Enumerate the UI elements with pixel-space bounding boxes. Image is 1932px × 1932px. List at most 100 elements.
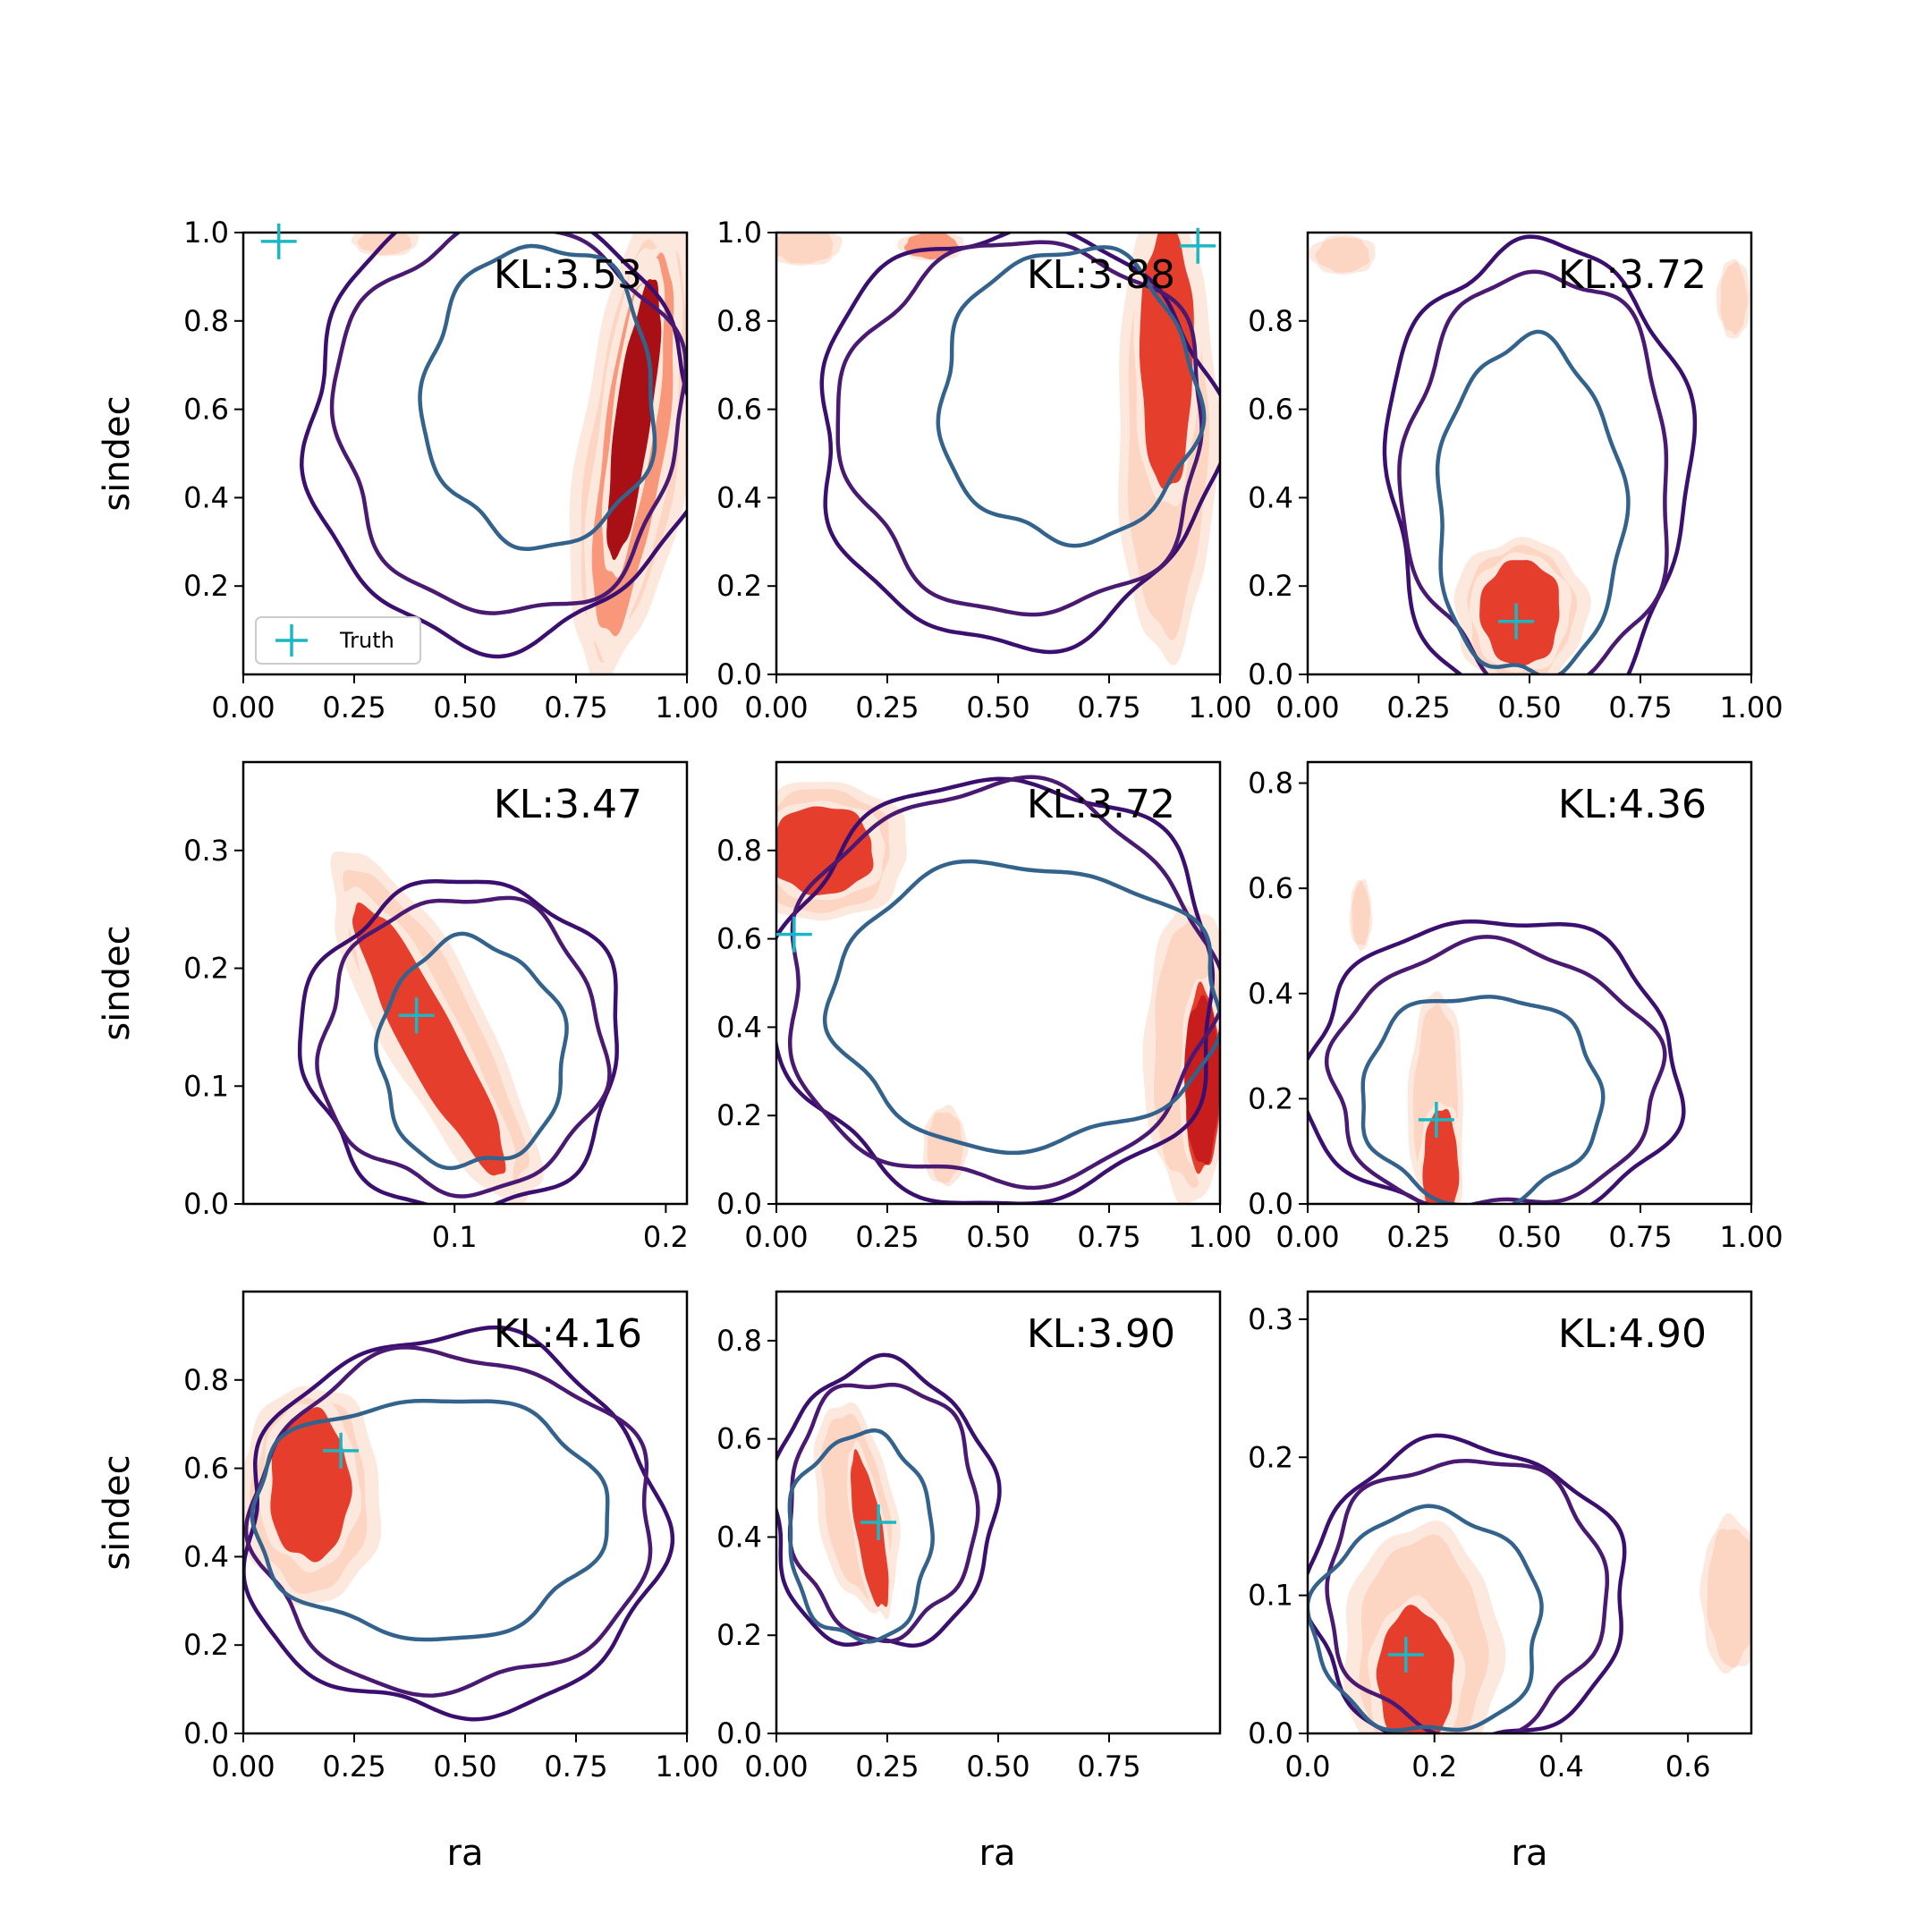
x-tick-label: 0.75 xyxy=(1608,1220,1672,1254)
x-tick-label: 0.75 xyxy=(1077,1220,1140,1254)
plot-area xyxy=(1309,234,1750,674)
y-tick-label: 0.6 xyxy=(1248,393,1293,427)
y-tick-label: 0.0 xyxy=(716,657,762,691)
posterior-fill-level-3 xyxy=(1422,1108,1460,1204)
posterior-fill-level-3 xyxy=(776,806,874,896)
posterior-fill-level-1 xyxy=(1707,1529,1751,1668)
contour-level-3 xyxy=(1360,995,1606,1204)
x-tick-label: 0.25 xyxy=(322,691,386,724)
truth-marker xyxy=(775,916,812,953)
legend-box xyxy=(255,616,421,665)
y-tick-label: 0.8 xyxy=(183,304,229,338)
x-tick-label: 0.75 xyxy=(544,691,607,724)
kl-label: KL:4.16 xyxy=(494,1311,642,1357)
x-tick-label: 0.25 xyxy=(1386,691,1450,724)
contour-level-1 xyxy=(1308,919,1686,1204)
x-tick-label: 0.25 xyxy=(855,691,919,724)
posterior-fill-level-1 xyxy=(1315,236,1370,273)
kl-label: KL:3.53 xyxy=(494,252,642,298)
x-tick-label: 1.00 xyxy=(1719,691,1783,724)
x-tick-label: 0.75 xyxy=(1608,691,1672,724)
x-tick-label: 0.00 xyxy=(211,1750,275,1784)
contour-level-3 xyxy=(787,1428,935,1644)
posterior-fill-level-3 xyxy=(851,1449,889,1607)
plot-area xyxy=(776,775,1220,1204)
x-tick-label: 0.50 xyxy=(1497,1220,1561,1254)
x-tick-label: 0.0 xyxy=(1285,1750,1331,1784)
y-tick-label: 0.4 xyxy=(716,480,762,514)
x-tick-label: 0.50 xyxy=(966,1750,1030,1784)
kl-label: KL:3.88 xyxy=(1027,252,1175,298)
contour-level-1 xyxy=(297,879,619,1204)
kl-label: KL:3.72 xyxy=(1558,252,1707,298)
y-tick-label: 0.2 xyxy=(1248,1081,1293,1115)
y-tick-label: 0.6 xyxy=(183,393,229,427)
y-tick-label: 0.3 xyxy=(1248,1302,1293,1336)
y-tick-label: 0.0 xyxy=(183,1187,229,1221)
y-tick-label: 0.1 xyxy=(183,1069,229,1103)
panel-9: 0.0 0.2 0.4 0.6 0.0 0.1 0.2 0.3 KL:4.90 xyxy=(1248,1290,1753,1784)
contour-level-3 xyxy=(418,243,657,551)
x-tick-label: 0.75 xyxy=(544,1750,607,1784)
x-tick-label: 0.50 xyxy=(433,1750,496,1784)
y-tick-label: 0.2 xyxy=(183,1628,229,1662)
truth-marker xyxy=(398,997,435,1034)
y-tick-label: 0.8 xyxy=(716,304,762,338)
contour-level-3 xyxy=(1308,1504,1544,1733)
x-tick-label: 0.25 xyxy=(855,1750,919,1784)
y-tick-label: 0.2 xyxy=(716,569,762,603)
y-tick-label: 0.8 xyxy=(183,1363,229,1397)
contour-level-2 xyxy=(788,775,1220,1191)
contour-level-3 xyxy=(822,859,1220,1156)
contour-level-1 xyxy=(1382,234,1698,674)
contour-level-1 xyxy=(776,776,1216,1204)
x-tick-label: 0.00 xyxy=(211,691,275,724)
y-tick-label: 0.4 xyxy=(716,1520,762,1554)
y-axis-label: sindec xyxy=(97,395,138,511)
x-tick-label: 0.25 xyxy=(322,1750,386,1784)
plot-area xyxy=(300,233,687,674)
x-tick-label: 0.00 xyxy=(1275,1220,1339,1254)
y-tick-label: 0.0 xyxy=(1248,1187,1293,1221)
x-tick-label: 0.25 xyxy=(1386,1220,1450,1254)
contour-level-1 xyxy=(819,233,1220,655)
contour-level-3 xyxy=(374,931,569,1171)
x-tick-label: 1.00 xyxy=(1188,691,1251,724)
kl-label: KL:4.90 xyxy=(1558,1311,1707,1357)
contour-level-3 xyxy=(1435,329,1631,674)
truth-marker xyxy=(1418,1101,1454,1138)
x-tick-label: 0.50 xyxy=(966,1220,1030,1254)
xlabel-col-2: ra xyxy=(979,1833,1016,1874)
y-tick-label: 1.0 xyxy=(183,216,229,250)
y-tick-label: 0.0 xyxy=(716,1716,762,1750)
x-tick-label: 0.50 xyxy=(433,691,496,724)
axes-frame xyxy=(1306,1290,1753,1735)
x-tick-label: 1.00 xyxy=(655,691,718,724)
posterior-fill-level-3 xyxy=(270,1407,352,1563)
x-tick-label: 0.4 xyxy=(1538,1750,1584,1784)
legend: Truth xyxy=(255,616,421,665)
kl-label: KL:3.72 xyxy=(1027,782,1175,827)
y-tick-label: 0.4 xyxy=(1248,480,1293,514)
truth-marker xyxy=(860,1504,897,1540)
contour-level-2 xyxy=(243,1345,653,1698)
y-tick-label: 0.6 xyxy=(183,1452,229,1486)
plot-area xyxy=(297,851,619,1204)
x-tick-label: 0.2 xyxy=(1411,1750,1457,1784)
legend-label: Truth xyxy=(339,628,394,653)
contour-level-2 xyxy=(835,240,1204,617)
plot-area xyxy=(776,1352,1002,1648)
plot-area xyxy=(1308,1433,1751,1733)
x-tick-label: 1.00 xyxy=(1188,1220,1251,1254)
kl-label: KL:3.47 xyxy=(494,782,642,827)
x-tick-label: 0.00 xyxy=(1275,691,1339,724)
truth-marker xyxy=(1498,603,1535,640)
y-tick-label: 0.6 xyxy=(716,922,762,956)
x-tick-label: 0.2 xyxy=(643,1220,689,1254)
y-tick-label: 0.0 xyxy=(183,1716,229,1750)
panel-7: 0.00 0.25 0.50 0.75 1.00 0.0 0.2 0.4 0.6 0.8 KL:4.… xyxy=(97,1290,719,1784)
truth-marker xyxy=(1387,1637,1424,1674)
panel-6: 0.00 0.25 0.50 0.75 1.00 0.0 0.2 0.4 0.6 0.8 KL:4.… xyxy=(1248,760,1784,1254)
